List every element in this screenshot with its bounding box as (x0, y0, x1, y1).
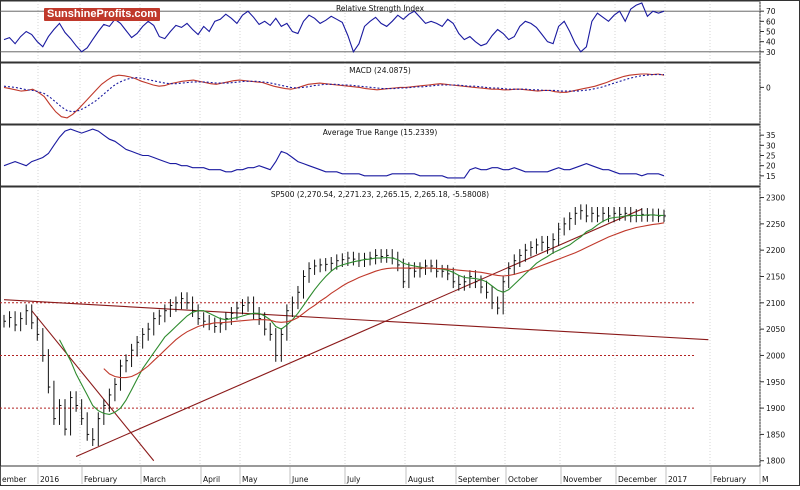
sp500-ytick-label-4: 2000 (766, 351, 785, 360)
x-tick-label-8: August (408, 475, 434, 484)
x-tick-label-3: March (143, 475, 166, 484)
atr-title: Average True Range (15.2339) (323, 128, 438, 137)
x-tick-label-7: July (346, 475, 361, 484)
x-tick-label-1: 2016 (40, 475, 59, 484)
sp500-ytick-label-9: 2250 (766, 220, 785, 229)
sp500-ytick-label-1: 1850 (766, 430, 785, 439)
atr-ytick-label-2: 25 (766, 152, 776, 161)
sp500-ytick-label-7: 2150 (766, 272, 785, 281)
sp500-ytick-label-3: 1950 (766, 378, 785, 387)
macd-ytick-label-0: 0 (766, 83, 771, 92)
macd-series-1 (3, 74, 664, 113)
x-tick-label-0: ember (2, 475, 27, 484)
rsi-ytick-label-1: 40 (766, 38, 776, 47)
sp500-trend-line-0 (3, 299, 709, 341)
x-tick-label-12: December (618, 475, 658, 484)
sp500-ytick-label-0: 1800 (766, 457, 785, 466)
rsi-ytick-label-0: 30 (766, 48, 776, 57)
sp500-panel-border (0, 186, 761, 467)
rsi-ytick-label-4: 70 (766, 7, 776, 16)
sp500-ytick-label-6: 2100 (766, 299, 785, 308)
x-tick-label-2: February (84, 475, 118, 484)
atr-ytick-label-3: 30 (766, 141, 776, 150)
atr-series-0 (3, 128, 665, 179)
rsi-ytick-label-3: 60 (766, 17, 776, 26)
macd-series-0 (3, 73, 665, 119)
rsi-title: Relative Strength Index (336, 4, 425, 13)
sp500-trend-line-2 (31, 310, 155, 462)
x-tick-label-11: November (563, 475, 603, 484)
sp500-series-1 (59, 214, 664, 415)
sp500-ytick-label-2: 1900 (766, 404, 785, 413)
rsi-ytick-label-2: 50 (766, 28, 776, 37)
sp500-ytick-label-8: 2200 (766, 246, 785, 255)
sp500-ytick-label-5: 2050 (766, 325, 785, 334)
x-tick-label-10: October (508, 475, 539, 484)
sp500-title: SP500 (2,270.54, 2,271.23, 2,265.15, 2,2… (271, 190, 489, 199)
x-tick-label-15: M (762, 475, 768, 484)
x-tick-label-13: 2017 (668, 475, 687, 484)
macd-title: MACD (24.0875) (349, 66, 411, 75)
x-tick-label-6: June (291, 475, 309, 484)
x-tick-label-9: September (458, 475, 500, 484)
x-tick-label-5: May (242, 475, 258, 484)
atr-ytick-label-1: 20 (766, 162, 776, 171)
sp500-series-2 (103, 222, 665, 379)
atr-ytick-label-4: 35 (766, 131, 776, 140)
brand-logo: SunshineProfits.com (44, 8, 161, 21)
sp500-trend-line-1 (75, 208, 643, 458)
x-tick-label-4: April (203, 475, 220, 484)
atr-ytick-label-0: 15 (766, 172, 776, 181)
x-tick-label-14: February (713, 475, 747, 484)
sp500-ytick-label-10: 2300 (766, 194, 785, 203)
